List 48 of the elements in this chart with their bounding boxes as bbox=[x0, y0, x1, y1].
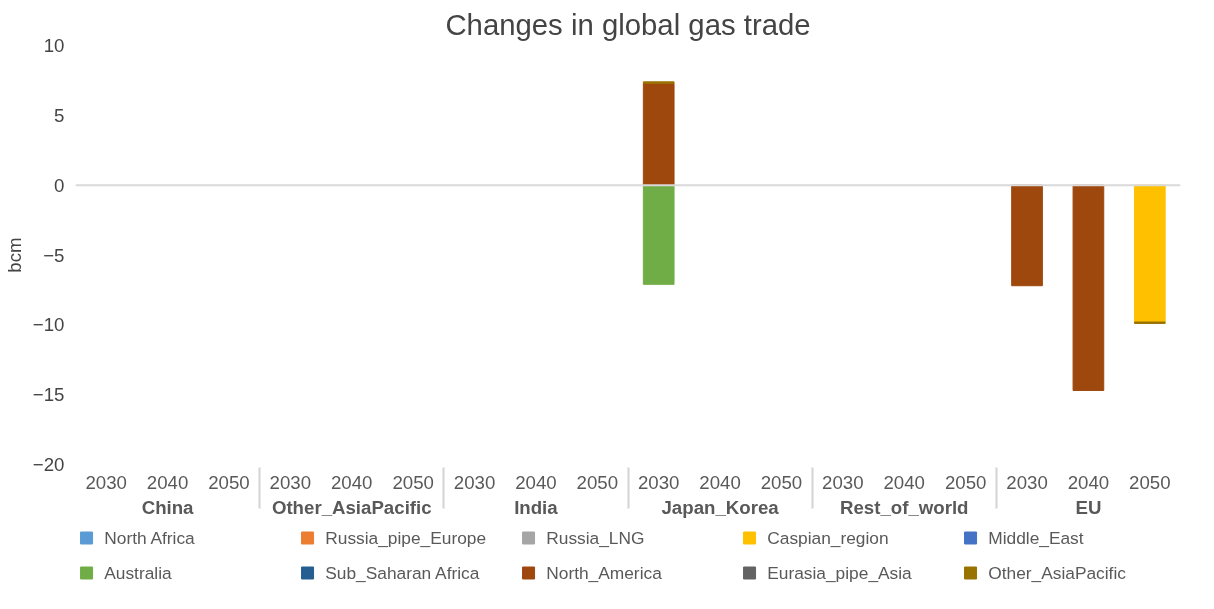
legend-label: Russia_LNG bbox=[546, 528, 645, 548]
x-tick-label: 2030 bbox=[453, 471, 496, 493]
legend-label: Other_AsiaPacific bbox=[988, 563, 1127, 583]
legend-label: North_America bbox=[546, 563, 663, 583]
text: Other_AsiaPacific bbox=[271, 496, 432, 518]
x-tick-label: 2050 bbox=[576, 471, 619, 493]
y-tick-label: −5 bbox=[43, 244, 65, 266]
x-tick-label: 2050 bbox=[392, 471, 434, 493]
x-tick-label: 2040 bbox=[883, 471, 926, 493]
legend-label: Caspian_region bbox=[767, 528, 889, 548]
bar bbox=[1011, 184, 1043, 287]
x-tick-label: 2040 bbox=[331, 471, 373, 493]
x-tick-label: 2040 bbox=[515, 471, 557, 493]
x-tick-label: 2040 bbox=[146, 471, 189, 493]
x-tick-label: 2050 bbox=[1129, 471, 1171, 493]
y-tick-label: 5 bbox=[54, 104, 65, 126]
x-tick-label: 2040 bbox=[699, 471, 741, 493]
legend-label: Russia_pipe_Europe bbox=[325, 528, 487, 548]
legend-label: Eurasia_pipe_Asia bbox=[767, 563, 913, 583]
y-tick-label: −10 bbox=[32, 314, 65, 336]
legend-label: Middle_East bbox=[988, 528, 1084, 548]
text: China bbox=[141, 496, 195, 518]
x-tick-label: 2040 bbox=[1067, 471, 1110, 493]
bar bbox=[642, 184, 675, 285]
legend-label: Sub_Saharan Africa bbox=[325, 563, 480, 583]
y-tick-label: 0 bbox=[54, 174, 65, 196]
x-tick-label: 2050 bbox=[944, 471, 987, 493]
text: India bbox=[514, 496, 559, 518]
bar bbox=[1133, 184, 1166, 323]
legend-label: North Africa bbox=[104, 528, 196, 548]
text: Rest_of_world bbox=[839, 496, 969, 518]
y-tick-label: −15 bbox=[32, 384, 65, 406]
x-tick-label: 2030 bbox=[269, 471, 312, 493]
x-tick-label: 2030 bbox=[637, 471, 680, 493]
y-tick-label: −20 bbox=[32, 454, 65, 475]
x-tick-label: 2050 bbox=[760, 471, 803, 493]
text: EU bbox=[1075, 496, 1102, 518]
x-tick-label: 2030 bbox=[822, 471, 864, 493]
x-tick-label: 2030 bbox=[85, 471, 127, 493]
y-tick-label: 10 bbox=[43, 35, 65, 56]
legend-label: Australia bbox=[104, 563, 173, 583]
bar bbox=[1072, 184, 1105, 391]
chart-title: Changes in global gas trade bbox=[445, 7, 811, 41]
text: Japan_Korea bbox=[661, 496, 780, 518]
y-axis-title: bcm bbox=[3, 237, 25, 273]
bar bbox=[642, 82, 675, 186]
x-tick-label: 2030 bbox=[1006, 471, 1048, 493]
x-tick-label: 2050 bbox=[208, 471, 250, 493]
